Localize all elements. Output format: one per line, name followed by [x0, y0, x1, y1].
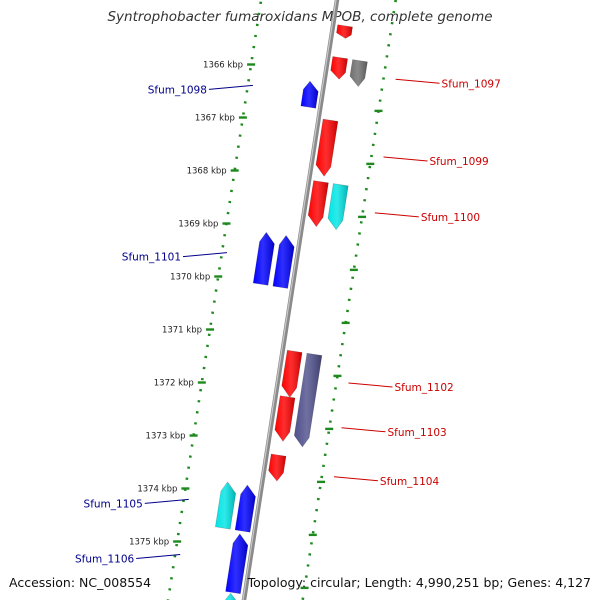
- left-dotted-track: [166, 0, 263, 600]
- tick-label-1369: 1369 kbp: [178, 220, 218, 230]
- gene-label-sfum-1106: Sfum_1106: [75, 553, 135, 565]
- gene-label-sfum-1103: Sfum_1103: [388, 427, 447, 439]
- leader-line-sfum-1099: [383, 156, 428, 162]
- tick-label-1373: 1373 kbp: [146, 432, 186, 442]
- tick-label-1368: 1368 kbp: [187, 167, 227, 177]
- cds-arrow-sfum-1099: [315, 118, 339, 177]
- cds-shading: [281, 350, 303, 398]
- genome-backbone: [241, 0, 340, 600]
- cds-shading: [316, 119, 338, 177]
- cds-shading: [235, 485, 256, 533]
- leader-line-sfum-1102: [348, 382, 393, 388]
- cds-shading: [272, 235, 295, 289]
- gene-label-sfum-1100: Sfum_1100: [421, 212, 480, 224]
- cds-shading: [294, 353, 322, 447]
- leader-line-sfum-1106: [136, 553, 181, 559]
- tick-label-1374: 1374 kbp: [137, 485, 177, 495]
- cds-shading: [300, 81, 319, 109]
- accession-text: Accession: NC_008554: [9, 575, 152, 590]
- leader-line-sfum-1103: [341, 427, 386, 433]
- cds-arrow-sfum-1100: [327, 183, 349, 231]
- leader-line-sfum-1100: [374, 212, 419, 218]
- cds-shading: [336, 24, 353, 39]
- cds-arrow-sfum-1104: [268, 453, 287, 482]
- gene-label-sfum-1105: Sfum_1105: [84, 498, 143, 510]
- tick-label-1370: 1370 kbp: [170, 273, 210, 283]
- tick-label-1366: 1366 kbp: [203, 61, 243, 71]
- tick-label-1375: 1375 kbp: [129, 538, 169, 548]
- genome-backbone-highlight: [242, 0, 337, 600]
- gene-label-sfum-1102: Sfum_1102: [394, 382, 453, 394]
- cds-arrow-unlabeled-16: [224, 592, 237, 600]
- leader-line-sfum-1105: [144, 498, 189, 504]
- cds-arrow-unlabeled-14: [234, 484, 256, 533]
- cds-arrow-unlabeled-1: [330, 56, 348, 80]
- cds-arrow-unlabeled-5: [307, 180, 329, 228]
- cds-arrow-unlabeled-10: [293, 352, 323, 448]
- leader-line-sfum-1098: [208, 84, 253, 90]
- topology-text: Topology: circular; Length: 4,990,251 bp…: [247, 575, 591, 590]
- right-dotted-track: [301, 0, 398, 600]
- cds-arrow-sfum-1105: [215, 481, 237, 530]
- cds-shading: [225, 593, 236, 600]
- cds-arrow-unlabeled-0: [336, 24, 353, 39]
- gene-label-sfum-1098: Sfum_1098: [148, 84, 207, 96]
- tick-label-1367: 1367 kbp: [195, 114, 235, 124]
- tick-label-1372: 1372 kbp: [154, 379, 194, 389]
- cds-shading: [215, 482, 236, 530]
- cds-shading: [253, 232, 275, 286]
- cds-arrow-sfum-1098: [300, 80, 319, 109]
- leader-line-sfum-1104: [333, 476, 378, 482]
- cds-shading: [308, 180, 329, 227]
- gene-label-sfum-1097: Sfum_1097: [442, 78, 501, 90]
- cds-arrow-unlabeled-8: [272, 234, 295, 289]
- cds-shading: [350, 59, 368, 87]
- cds-arrow-sfum-1101: [252, 231, 275, 286]
- cds-shading: [274, 395, 295, 442]
- tick-label-1371: 1371 kbp: [162, 326, 202, 336]
- cds-arrow-sfum-1102: [281, 349, 303, 398]
- cds-arrow-sfum-1097: [349, 59, 368, 87]
- gene-label-sfum-1104: Sfum_1104: [380, 476, 440, 488]
- genome-title: Syntrophobacter fumaroxidans MPOB, compl…: [107, 9, 493, 25]
- cds-arrow-sfum-1103: [274, 395, 296, 442]
- cds-shading: [330, 56, 348, 80]
- leader-line-sfum-1097: [395, 78, 440, 84]
- cds-shading: [225, 533, 248, 594]
- cds-shading: [328, 183, 349, 230]
- leader-line-sfum-1101: [182, 252, 228, 258]
- cds-arrow-sfum-1106: [225, 533, 249, 595]
- cds-shading: [268, 454, 286, 481]
- gene-label-sfum-1099: Sfum_1099: [430, 156, 489, 168]
- gene-label-sfum-1101: Sfum_1101: [122, 252, 181, 264]
